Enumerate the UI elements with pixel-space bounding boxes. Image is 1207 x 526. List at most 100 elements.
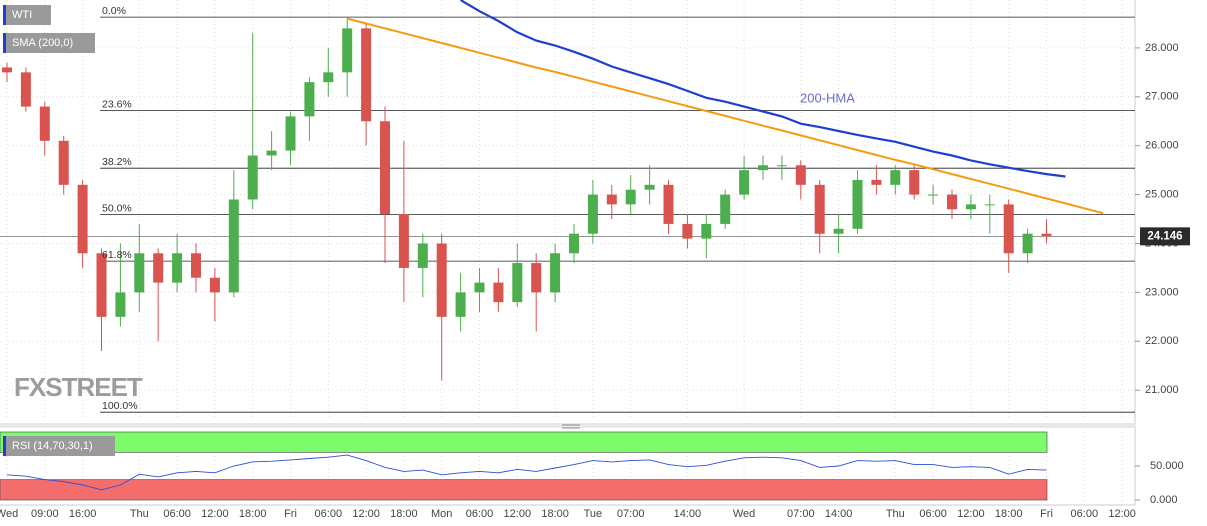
last-price-tag <box>1140 227 1190 246</box>
candle-body <box>965 204 976 210</box>
legend-box[interactable] <box>3 436 115 456</box>
last-price-label: 24.146 <box>1147 230 1182 242</box>
x-tick-label: Mon <box>431 508 452 520</box>
candle-body <box>342 28 353 73</box>
rsi-title[interactable]: RSI (14,70,30,1) <box>12 440 93 452</box>
candle-body <box>115 292 126 317</box>
x-tick-label: 06:00 <box>466 508 494 520</box>
rsi-overbought-band <box>0 431 1048 453</box>
fib-label: 50.0% <box>102 202 132 214</box>
legend-label[interactable]: WTI <box>12 9 32 21</box>
candle-body <box>58 140 69 185</box>
trendline <box>346 17 1104 215</box>
candle-body <box>153 253 164 283</box>
candle-body <box>795 165 806 185</box>
legend-swatch <box>3 33 6 53</box>
rsi-panel <box>0 431 1048 501</box>
y-tick-label: 27.000 <box>1145 91 1179 103</box>
x-tick-label: 12:00 <box>352 508 380 520</box>
candle-body <box>739 170 750 195</box>
y-tick-label: 23.000 <box>1145 286 1179 298</box>
x-tick-label: Wed <box>733 508 755 520</box>
x-tick-label: Tue <box>584 508 603 520</box>
x-tick-label: 07:00 <box>617 508 645 520</box>
y-tick-label: 21.000 <box>1145 384 1179 396</box>
x-tick-label: 12:00 <box>1108 508 1136 520</box>
candle-body <box>474 282 485 293</box>
price-panel <box>0 0 1135 413</box>
x-tick-label: 16:00 <box>69 508 97 520</box>
candle-body <box>587 194 598 234</box>
candle-body <box>625 189 636 205</box>
candle-body <box>720 194 731 224</box>
candle-body <box>417 243 428 268</box>
candle-body <box>852 179 863 229</box>
labels: 21.00022.00023.00024.00025.00026.00027.0… <box>0 5 1190 520</box>
candle-body <box>2 67 12 73</box>
y-tick-label: 22.000 <box>1145 335 1179 347</box>
x-tick-label: 18:00 <box>239 508 267 520</box>
candle-body <box>701 223 712 239</box>
candle-body <box>323 72 334 83</box>
legend-swatch <box>3 436 6 456</box>
x-tick-label: 06:00 <box>163 508 191 520</box>
rsi-y-tick-label: 0.000 <box>1150 494 1178 506</box>
legend-box[interactable] <box>3 33 95 53</box>
x-tick-label: 06:00 <box>1071 508 1099 520</box>
candle-body <box>776 165 787 167</box>
candle-body <box>493 282 504 303</box>
candle-body <box>1003 204 1014 254</box>
candle-body <box>606 194 617 205</box>
x-tick-label: 12:00 <box>201 508 229 520</box>
legend-swatch <box>3 5 6 25</box>
candle-body <box>228 199 239 293</box>
rsi-oversold-band <box>0 479 1048 501</box>
candle-body <box>947 194 957 210</box>
x-tick-label: 12:00 <box>957 508 985 520</box>
fib-label: 61.8% <box>102 249 132 261</box>
x-tick-label: 06:00 <box>919 508 947 520</box>
candle-body <box>191 253 201 278</box>
candle-body <box>644 184 655 190</box>
candle-body <box>928 194 939 196</box>
candle-body <box>531 263 542 293</box>
candle-body <box>380 121 390 215</box>
x-tick-label: 09:00 <box>31 508 59 520</box>
candle-body <box>20 72 31 107</box>
x-tick-label: Thu <box>886 508 905 520</box>
x-tick-label: Wed <box>0 508 18 520</box>
candle-body <box>550 253 561 293</box>
legend-box[interactable] <box>3 5 51 25</box>
y-tick-label: 28.000 <box>1145 42 1179 54</box>
candle-body <box>984 204 995 206</box>
candle-body <box>39 106 50 141</box>
candle-body <box>814 184 825 234</box>
x-tick-label: 07:00 <box>787 508 815 520</box>
rsi-line <box>6 454 1047 491</box>
candle-body <box>361 28 372 122</box>
x-tick-label: Fri <box>284 508 297 520</box>
x-tick-label: 06:00 <box>315 508 343 520</box>
candle-body <box>134 253 145 293</box>
hma-label: 200-HMA <box>800 90 855 105</box>
candle-body <box>512 263 523 303</box>
candle-body <box>569 233 579 254</box>
x-tick-label: Thu <box>130 508 149 520</box>
candle-body <box>871 179 882 185</box>
y-tick-label: 25.000 <box>1145 189 1179 201</box>
fib-label: 23.6% <box>102 98 132 110</box>
x-tick-label: 18:00 <box>995 508 1023 520</box>
x-tick-label: 12:00 <box>504 508 532 520</box>
fib-label: 38.2% <box>102 156 132 168</box>
x-tick-label: 18:00 <box>541 508 569 520</box>
candle-body <box>833 228 844 234</box>
candle-body <box>436 243 447 317</box>
candle-body <box>96 253 107 317</box>
candle-body <box>758 165 768 171</box>
fib-label: 100.0% <box>102 400 138 412</box>
candle-body <box>455 292 466 317</box>
candle-body <box>890 170 901 185</box>
candle-body <box>247 155 258 200</box>
legend-label[interactable]: SMA (200,0) <box>12 37 73 49</box>
